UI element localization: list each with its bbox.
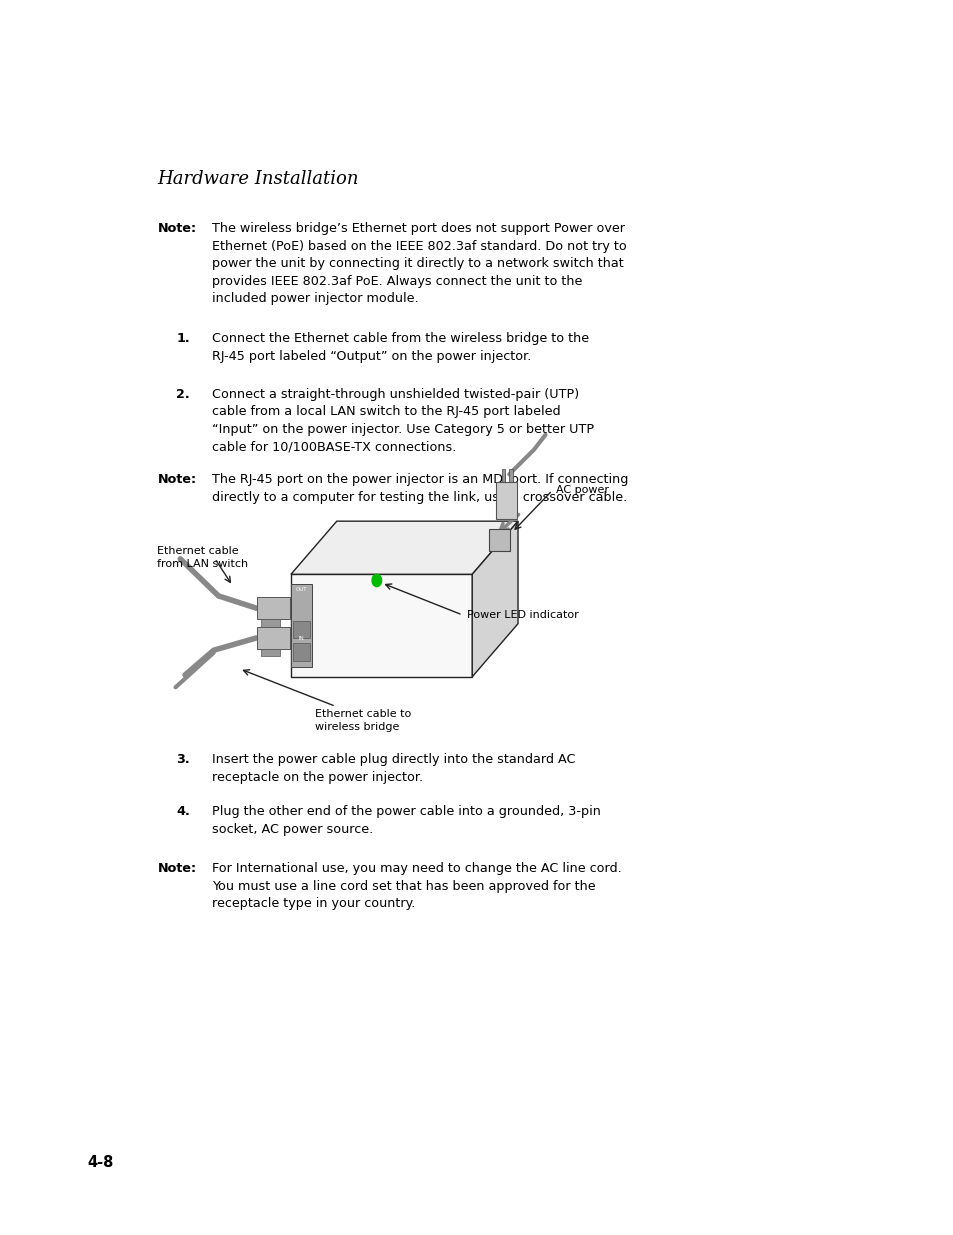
- Polygon shape: [489, 529, 510, 551]
- Polygon shape: [291, 574, 472, 677]
- Polygon shape: [293, 643, 310, 661]
- Polygon shape: [256, 597, 290, 620]
- Polygon shape: [496, 482, 517, 519]
- Polygon shape: [472, 521, 517, 677]
- Text: OUT: OUT: [295, 587, 307, 592]
- Polygon shape: [293, 621, 310, 638]
- Polygon shape: [501, 469, 505, 482]
- Polygon shape: [291, 521, 517, 574]
- Polygon shape: [261, 650, 280, 657]
- Text: The wireless bridge’s Ethernet port does not support Power over
Ethernet (PoE) b: The wireless bridge’s Ethernet port does…: [212, 222, 626, 305]
- Text: AC power: AC power: [556, 485, 609, 495]
- Text: The RJ-45 port on the power injector is an MDI port. If connecting
directly to a: The RJ-45 port on the power injector is …: [212, 473, 627, 504]
- Text: Note:: Note:: [157, 473, 196, 487]
- Text: Note:: Note:: [157, 862, 196, 876]
- Text: Ethernet cable
from LAN switch: Ethernet cable from LAN switch: [157, 546, 249, 568]
- Text: Connect the Ethernet cable from the wireless bridge to the
RJ-45 port labeled “O: Connect the Ethernet cable from the wire…: [212, 332, 588, 363]
- Text: IN: IN: [298, 636, 304, 641]
- Polygon shape: [261, 620, 280, 626]
- Text: Insert the power cable plug directly into the standard AC
receptacle on the powe: Insert the power cable plug directly int…: [212, 753, 575, 784]
- Text: 3.: 3.: [176, 753, 190, 767]
- Circle shape: [372, 574, 381, 587]
- Text: 4.: 4.: [176, 805, 190, 819]
- Text: Hardware Installation: Hardware Installation: [157, 170, 358, 189]
- Polygon shape: [256, 626, 290, 650]
- Text: Ethernet cable to
wireless bridge: Ethernet cable to wireless bridge: [314, 709, 411, 731]
- Text: Power LED indicator: Power LED indicator: [467, 610, 578, 620]
- Text: 4-8: 4-8: [88, 1155, 114, 1170]
- Text: 2.: 2.: [176, 388, 190, 401]
- Text: Plug the other end of the power cable into a grounded, 3-pin
socket, AC power so: Plug the other end of the power cable in…: [212, 805, 600, 836]
- Text: 1.: 1.: [176, 332, 190, 346]
- Polygon shape: [291, 584, 312, 667]
- Text: Connect a straight-through unshielded twisted-pair (UTP)
cable from a local LAN : Connect a straight-through unshielded tw…: [212, 388, 594, 453]
- Text: For International use, you may need to change the AC line cord.
You must use a l: For International use, you may need to c…: [212, 862, 621, 910]
- Text: Note:: Note:: [157, 222, 196, 236]
- Polygon shape: [509, 469, 513, 482]
